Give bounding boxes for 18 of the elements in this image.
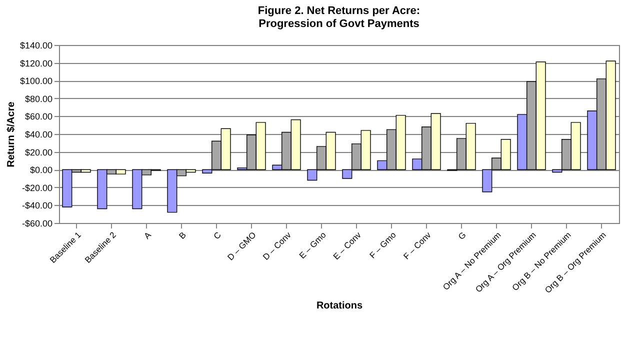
- x-axis-title: Rotations: [316, 300, 363, 312]
- y-tick-label: -$40.00: [22, 200, 52, 211]
- y-tick-label: $20.00: [24, 147, 52, 158]
- y-tick-label: $0.00: [30, 165, 52, 176]
- x-tick-label: B: [176, 230, 188, 241]
- x-tick-label: C: [211, 230, 223, 242]
- y-tick-label: $140.00: [20, 40, 52, 50]
- x-tick-label: A: [142, 230, 154, 241]
- y-tick-label: $80.00: [24, 94, 52, 104]
- y-tick-label: $120.00: [20, 58, 52, 68]
- y-tick-label: -$20.00: [22, 182, 52, 193]
- chart-title: Figure 2. Net Returns per Acre: Progression of Govt Payments: [258, 5, 420, 30]
- y-tick-label: $100.00: [20, 76, 52, 86]
- y-tick-label: -$60.00: [22, 218, 52, 228]
- y-tick-label: $60.00: [24, 112, 52, 122]
- x-tick-label: G: [456, 230, 468, 242]
- y-tick-label: $40.00: [24, 130, 52, 140]
- y-axis-title: Return $/Acre: [6, 101, 17, 168]
